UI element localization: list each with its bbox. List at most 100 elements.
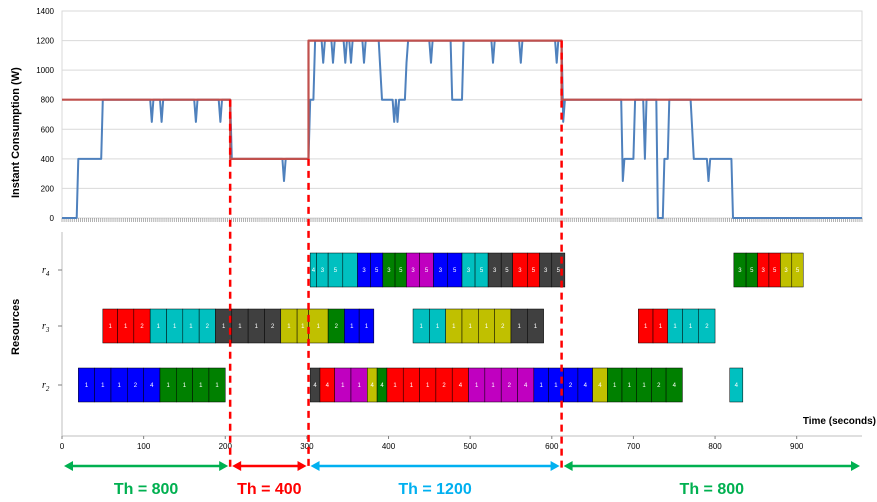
resource-label: r3 [42, 321, 50, 334]
task-label: 4 [735, 383, 739, 389]
task-label: 2 [442, 383, 446, 389]
task-label: 1 [117, 383, 121, 389]
task-label: 3 [518, 268, 522, 274]
task-label: 3 [387, 268, 391, 274]
task-label: 1 [317, 324, 321, 330]
task-label: 1 [613, 383, 617, 389]
arrow-head-left [232, 461, 242, 471]
task-label: 5 [480, 268, 484, 274]
x-tick-label: 400 [382, 442, 396, 451]
x-tick-label: 700 [627, 442, 641, 451]
task-label: 4 [312, 268, 316, 274]
task-label: 4 [150, 383, 154, 389]
task-label: 1 [475, 383, 479, 389]
task-label: 5 [375, 268, 379, 274]
task-label: 1 [222, 324, 226, 330]
task-label: 3 [493, 268, 497, 274]
task-label: 1 [452, 324, 456, 330]
resource-label: r4 [42, 265, 50, 278]
y-tick-label: 1000 [36, 66, 54, 75]
task-label: 1 [166, 383, 170, 389]
task-label: 2 [140, 324, 144, 330]
y-tick-label: 1400 [36, 7, 54, 16]
x-tick-label: 200 [219, 442, 233, 451]
x-tick-label: 900 [790, 442, 804, 451]
threshold-label: Th = 800 [680, 481, 745, 498]
task-label: 1 [350, 324, 354, 330]
task-label: 1 [540, 383, 544, 389]
task-label: 5 [425, 268, 429, 274]
task-block [729, 367, 744, 403]
task-label: 5 [334, 268, 338, 274]
task-label: 3 [321, 268, 325, 274]
task-label: 5 [399, 268, 403, 274]
task-label: 5 [557, 268, 561, 274]
threshold-label: Th = 1200 [398, 481, 471, 498]
arrow-head-right [297, 461, 307, 471]
task-label: 1 [468, 324, 472, 330]
task-label: 1 [628, 383, 632, 389]
task-label: 2 [508, 383, 512, 389]
arrow-head-right [219, 461, 229, 471]
task-label: 3 [467, 268, 471, 274]
task-block [342, 252, 358, 288]
task-label: 2 [657, 383, 661, 389]
x-tick-label: 800 [708, 442, 722, 451]
task-label: 1 [410, 383, 414, 389]
task-label: 4 [313, 383, 317, 389]
task-label: 1 [341, 383, 345, 389]
arrow-head-right [851, 461, 860, 471]
task-label: 3 [784, 268, 788, 274]
task-label: 4 [326, 383, 330, 389]
task-label: 1 [659, 324, 663, 330]
task-label: 2 [705, 324, 709, 330]
task-label: 5 [796, 268, 800, 274]
task-label: 1 [436, 324, 440, 330]
series-line-0 [62, 39, 862, 219]
task-label: 3 [544, 268, 548, 274]
task-label: 3 [411, 268, 415, 274]
task-label: 4 [459, 383, 463, 389]
task-label: 1 [173, 324, 177, 330]
task-label: 3 [738, 268, 742, 274]
task-label: 2 [569, 383, 573, 389]
task-label: 1 [238, 324, 242, 330]
task-label: 1 [108, 324, 112, 330]
task-label: 1 [420, 324, 424, 330]
task-label: 5 [453, 268, 457, 274]
task-label: 1 [393, 383, 397, 389]
task-label: 1 [642, 383, 646, 389]
task-label: 5 [532, 268, 536, 274]
arrow-head-left [64, 461, 73, 471]
x-tick-label: 500 [463, 442, 477, 451]
task-block [208, 367, 226, 403]
task-label: 5 [505, 268, 509, 274]
task-label: 3 [439, 268, 443, 274]
task-label: 2 [335, 324, 339, 330]
threshold-label: Th = 400 [237, 481, 302, 498]
task-label: 1 [534, 324, 538, 330]
task-label: 2 [501, 324, 505, 330]
task-label: 5 [773, 268, 777, 274]
task-label: 4 [380, 383, 384, 389]
x-tick-label: 600 [545, 442, 559, 451]
threshold-label: Th = 800 [114, 481, 179, 498]
y-tick-label: 0 [50, 214, 55, 223]
task-label: 1 [485, 324, 489, 330]
task-label: 4 [371, 383, 375, 389]
x-tick-label: 100 [137, 442, 151, 451]
task-label: 5 [750, 268, 754, 274]
task-label: 1 [85, 383, 89, 389]
task-label: 1 [255, 324, 259, 330]
y-tick-label: 600 [41, 125, 55, 134]
top-plot-frame [61, 10, 863, 219]
y-tick-label: 800 [41, 96, 55, 105]
task-label: 4 [524, 383, 528, 389]
arrow-head-left [563, 461, 573, 471]
y-tick-label: 200 [41, 184, 55, 193]
y-tick-label: 400 [41, 155, 55, 164]
task-label: 1 [357, 383, 361, 389]
task-label: 1 [689, 324, 693, 330]
x-tick-label: 300 [300, 442, 314, 451]
